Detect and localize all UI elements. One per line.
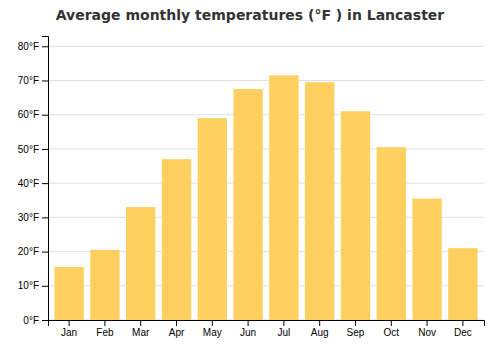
y-axis: 0°F 10°F 20°F 30°F 40°F 50°F 60°F 70°F 80°F [18,37,49,326]
tick: Jan [61,320,77,338]
tick-label: 10°F [18,280,39,291]
tick-label: Apr [169,327,185,338]
plot: Jan Feb Mar Apr May Jun Jul Aug Sep Oct Nov Dec 0°F 1… [18,37,485,339]
tick-mark [355,320,356,326]
tick-label: Sep [347,327,365,338]
tick-label: 70°F [18,75,39,86]
bar [90,250,119,320]
x-axis: Jan Feb Mar Apr May Jun Jul Aug Sep Oct Nov Dec [49,320,485,338]
bar [412,199,441,320]
bar [305,82,334,320]
tick-mark [42,115,48,116]
tick-label: Jul [277,327,290,338]
tick-mark [248,320,249,326]
grid-line [48,148,484,149]
tick: Jun [240,320,256,338]
tick-label: 30°F [18,212,39,223]
tick-mark [42,46,48,47]
tick-mark [212,320,213,326]
tick: 80°F [18,41,48,52]
tick-mark [283,320,284,326]
grid-line [48,80,484,81]
tick: May [203,320,222,338]
tick: 10°F [18,280,48,291]
chart: Average monthly temperatures (°F ) in La… [0,0,500,350]
bar [269,75,298,320]
bar [341,111,370,320]
tick-label: Jun [240,327,256,338]
tick: Jul [277,320,290,338]
tick-label: 60°F [18,109,39,120]
tick-label: Jan [61,327,77,338]
tick: 30°F [18,212,48,223]
bar [377,147,406,320]
tick-mark [42,183,48,184]
tick: Feb [96,320,114,338]
tick-label: Oct [384,327,400,338]
tick: Dec [454,320,472,338]
tick-label: Mar [132,327,150,338]
marks [54,75,477,320]
tick-mark [462,320,463,326]
tick-mark [319,320,320,326]
grid-line [48,46,484,47]
chart-title: Average monthly temperatures (°F ) in La… [56,7,445,23]
tick-label: 80°F [18,41,39,52]
tick-label: Nov [418,327,436,338]
tick-label: 40°F [18,178,39,189]
tick: Aug [311,320,329,338]
tick: 40°F [18,178,48,189]
tick-mark [391,320,392,326]
bar [198,118,227,320]
tick-mark [42,286,48,287]
tick-mark [42,252,48,253]
tick-mark [69,320,70,326]
tick: 0°F [23,315,48,326]
bar [54,267,83,320]
tick-mark [176,320,177,326]
grid-line [48,183,484,184]
grid [48,46,484,320]
tick: Mar [132,320,150,338]
tick-label: Feb [96,327,114,338]
tick-mark [140,320,141,326]
tick: 60°F [18,109,48,120]
tick-label: Aug [311,327,329,338]
tick: Oct [384,320,400,338]
grid-line [48,114,484,115]
tick-label: 50°F [18,144,39,155]
bar [126,207,155,320]
tick-mark [42,80,48,81]
tick: 20°F [18,246,48,257]
bar [233,89,262,320]
tick-mark [42,217,48,218]
tick: Sep [347,320,365,338]
tick-mark [42,149,48,150]
axis-line [42,37,49,321]
tick-label: 20°F [18,246,39,257]
bar [448,248,477,320]
tick-mark [104,320,105,326]
tick: 70°F [18,75,48,86]
tick: Apr [169,320,185,338]
tick-label: May [203,327,222,338]
tick-label: 0°F [23,315,39,326]
bar [162,159,191,320]
axis-line [49,321,485,327]
tick: 50°F [18,144,48,155]
tick-mark [42,320,48,321]
tick-label: Dec [454,327,472,338]
tick-mark [427,320,428,326]
tick: Nov [418,320,436,338]
